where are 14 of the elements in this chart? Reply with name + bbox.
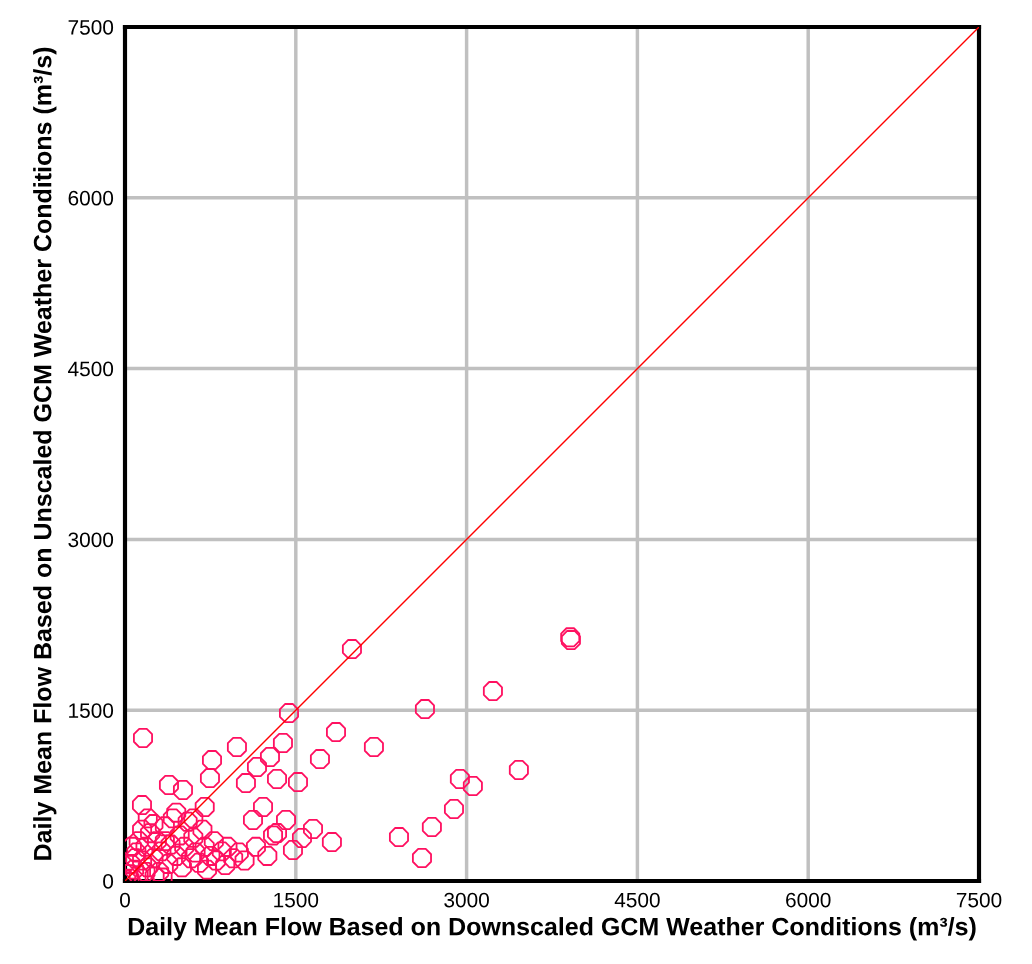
y-tick-label: 1500 <box>69 703 114 718</box>
y-tick-label: 6000 <box>68 190 114 206</box>
x-tick-label: 4500 <box>614 892 660 908</box>
x-tick-label: 6000 <box>786 892 831 908</box>
y-axis-title: Daily Mean Flow Based on Unscaled GCM Weather Conditions (m³/s) <box>33 47 57 860</box>
x-axis-title: Daily Mean Flow Based on Downscaled GCM Weather Conditions (m³/s) <box>128 917 976 941</box>
y-tick-label: 3000 <box>68 532 114 548</box>
x-tick-label: 3000 <box>444 892 489 908</box>
y-tick-label: 0 <box>103 874 114 889</box>
x-tick-label: 0 <box>120 892 130 908</box>
y-tick-label: 7500 <box>68 20 114 35</box>
x-tick-label: 1500 <box>274 892 319 908</box>
y-tick-label: 4500 <box>68 361 114 377</box>
x-tick-label: 7500 <box>956 892 1002 908</box>
